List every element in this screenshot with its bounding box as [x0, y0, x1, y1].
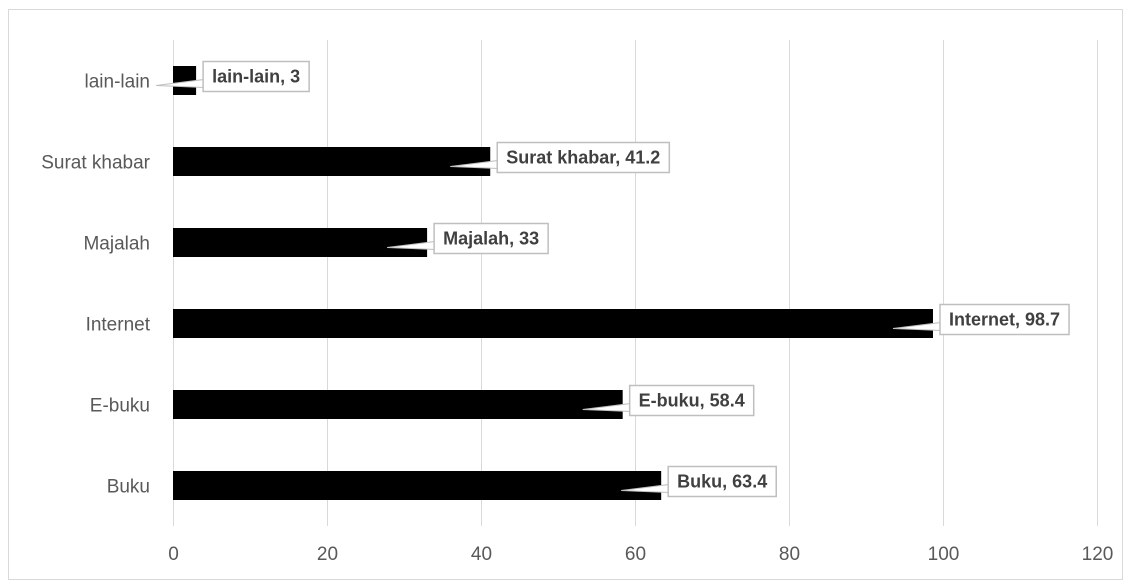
x-tick-label-120: 120: [1082, 544, 1114, 565]
bar-lain-lain: [173, 66, 197, 95]
category-label-surat-khabar: Surat khabar: [41, 153, 150, 174]
category-label-internet: Internet: [86, 315, 151, 336]
data-label-text-buku: Buku, 63.4: [677, 472, 767, 492]
data-label-e-buku: E-buku, 58.4: [582, 384, 755, 417]
data-label-box-majalah: [433, 222, 549, 255]
x-tick-label-60: 60: [625, 544, 646, 565]
x-tick-label-0: 0: [168, 544, 179, 565]
data-label-text-internet: Internet, 98.7: [949, 310, 1060, 330]
data-label-box-internet: [939, 303, 1070, 336]
data-label-box-buku: [667, 465, 777, 498]
x-tick-label-20: 20: [317, 544, 338, 565]
data-label-buku: Buku, 63.4: [621, 465, 777, 498]
x-tick-label-80: 80: [779, 544, 800, 565]
data-label-surat-khabar: Surat khabar, 41.2: [450, 141, 671, 174]
bars: [173, 66, 933, 500]
category-label-e-buku: E-buku: [90, 396, 150, 417]
bar-e-buku: [173, 390, 623, 419]
category-label-majalah: Majalah: [83, 234, 150, 255]
data-label-box-surat-khabar: [496, 141, 671, 174]
bar-internet: [173, 309, 933, 338]
data-label-majalah: Majalah, 33: [387, 222, 549, 255]
category-label-buku: Buku: [107, 477, 150, 498]
category-label-lain-lain: lain-lain: [85, 72, 150, 93]
data-label-text-lain-lain: lain-lain, 3: [212, 67, 300, 87]
data-label-lain-lain: lain-lain, 3: [156, 60, 310, 93]
bar-majalah: [173, 228, 428, 257]
data-label-text-e-buku: E-buku, 58.4: [639, 391, 745, 411]
data-label-box-e-buku: [628, 384, 755, 417]
bar-buku: [173, 471, 662, 500]
category-labels: Buku E-buku Internet Majalah Surat khabar lai…: [41, 72, 151, 498]
grid-lines: [173, 40, 1098, 526]
data-label-text-surat-khabar: Surat khabar, 41.2: [506, 148, 660, 168]
data-labels: Buku, 63.4 E-buku, 58.4 Internet, 98.7 Maja…: [156, 60, 1070, 498]
data-label-text-majalah: Majalah, 33: [443, 229, 539, 249]
data-label-box-lain-lain: [202, 60, 310, 93]
x-axis-tick-labels: 0 20 40 60 80 100 120: [168, 544, 1113, 565]
x-tick-label-100: 100: [928, 544, 960, 565]
data-label-internet: Internet, 98.7: [892, 303, 1070, 336]
x-tick-label-40: 40: [471, 544, 492, 565]
bar-surat-khabar: [173, 147, 491, 176]
